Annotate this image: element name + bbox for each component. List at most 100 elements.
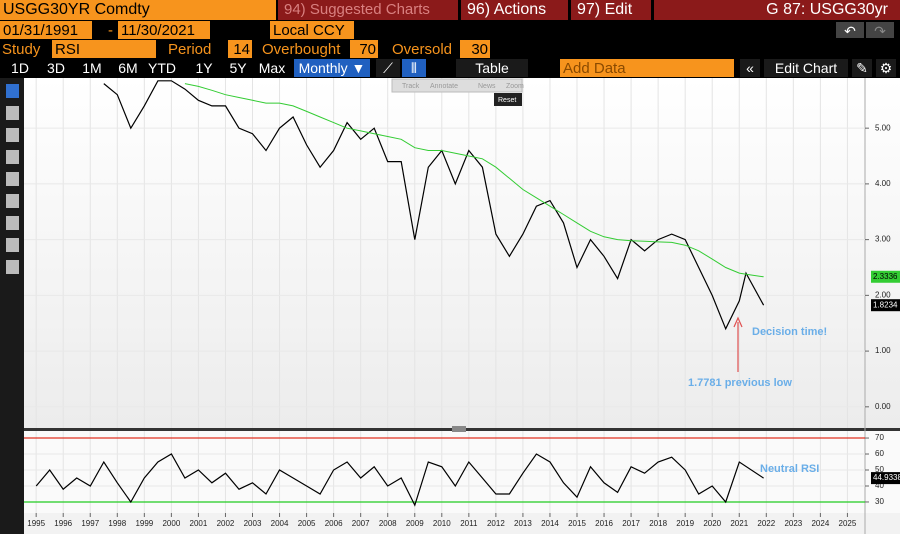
settings-icon[interactable]: ⚙ <box>876 59 896 77</box>
ticker[interactable]: USGG30YR Comdty <box>0 0 276 20</box>
y-tick-label: 0.00 <box>875 402 891 411</box>
y-tick-label: 2.00 <box>875 290 891 299</box>
collapse[interactable]: « <box>740 59 760 77</box>
x-tick-label: 2022 <box>757 519 775 528</box>
tool-button[interactable]: Annotate <box>430 83 458 90</box>
x-tick-label: 2006 <box>325 519 343 528</box>
last-value-box <box>871 472 900 485</box>
annotation: 1.7781 previous low <box>688 377 792 389</box>
x-tick-label: 2007 <box>352 519 370 528</box>
range-button[interactable]: 6M <box>112 59 144 77</box>
tool-button[interactable]: News <box>478 83 496 90</box>
y-tick-label: 5.00 <box>875 123 891 132</box>
period[interactable]: 14 <box>228 40 252 58</box>
annotation: Decision time! <box>752 326 827 338</box>
x-tick-label: 2012 <box>487 519 505 528</box>
x-tick-label: 2017 <box>622 519 640 528</box>
add-data[interactable]: Add Data <box>560 59 734 77</box>
period-label: Period <box>168 41 212 58</box>
x-tick-label: 2001 <box>190 519 208 528</box>
tool-icon <box>6 238 19 252</box>
y-tick-label: 4.00 <box>875 179 891 188</box>
frequency[interactable]: Monthly ▼ <box>294 59 370 77</box>
y-tick-label: 50 <box>875 465 884 474</box>
redo[interactable]: ↷ <box>866 22 894 38</box>
last-value-box <box>871 270 900 283</box>
tool-palette <box>391 78 523 93</box>
currency[interactable]: Local CCY <box>270 21 354 39</box>
tool-icon <box>6 106 19 120</box>
overbought[interactable]: 70 <box>350 40 378 58</box>
tool-button[interactable]: Track <box>402 83 420 90</box>
last-value-label: 2.3336 <box>873 272 898 281</box>
x-axis-band <box>24 513 900 534</box>
suggested-charts[interactable]: 94) Suggested Charts <box>278 0 458 20</box>
x-tick-label: 1999 <box>135 519 153 528</box>
tool-icon <box>6 172 19 186</box>
draw-icon[interactable]: ✎ <box>852 59 872 77</box>
actions-menu[interactable]: 96) Actions <box>461 0 568 20</box>
y-tick-label: 40 <box>875 481 884 490</box>
x-tick-label: 1995 <box>27 519 45 528</box>
x-tick-label: 2019 <box>676 519 694 528</box>
bar-icon[interactable]: ⫴ <box>402 59 426 77</box>
range-button[interactable]: 3D <box>40 59 72 77</box>
price-panel <box>24 78 900 428</box>
start-date[interactable]: 01/31/1991 <box>0 21 92 39</box>
range-button[interactable]: 1D <box>4 59 36 77</box>
x-tick-label: 2015 <box>568 519 586 528</box>
date-separator: - <box>108 22 113 39</box>
x-tick-label: 2011 <box>460 519 478 528</box>
table-button[interactable]: Table <box>456 59 528 77</box>
study-label: Study <box>2 41 41 58</box>
handle <box>452 426 466 432</box>
y-tick-label: 1.00 <box>875 346 891 355</box>
x-tick-label: 2021 <box>730 519 748 528</box>
range-button[interactable]: 5Y <box>222 59 254 77</box>
tool-icon <box>6 260 19 274</box>
x-tick-label: 2020 <box>703 519 721 528</box>
range-button[interactable]: 1Y <box>188 59 220 77</box>
arrow-head <box>733 316 743 328</box>
range-button[interactable]: Max <box>256 59 288 77</box>
x-tick-label: 2023 <box>784 519 802 528</box>
x-tick-label: 2014 <box>541 519 559 528</box>
tool-icon <box>6 128 19 142</box>
oversold[interactable]: 30 <box>460 40 490 58</box>
y-tick-label: 70 <box>875 433 884 442</box>
tool-button[interactable]: Zoom <box>506 83 524 90</box>
end-date[interactable]: 11/30/2021 <box>118 21 210 39</box>
x-tick-label: 2016 <box>595 519 613 528</box>
line-icon[interactable]: ⟋ <box>376 59 400 77</box>
x-tick-label: 2024 <box>811 519 829 528</box>
y-tick-label: 60 <box>875 449 884 458</box>
overbought-label: Overbought <box>262 41 341 58</box>
study[interactable]: RSI <box>52 40 156 58</box>
x-tick-label: 2018 <box>649 519 667 528</box>
edit-chart[interactable]: Edit Chart <box>764 59 848 77</box>
x-tick-label: 1997 <box>81 519 99 528</box>
security: G 87: USGG30yr <box>654 0 900 20</box>
y-tick-label: 30 <box>875 497 884 506</box>
last-value-box <box>871 299 900 312</box>
reset-button[interactable]: Reset <box>498 97 516 104</box>
range-button[interactable]: 1M <box>76 59 108 77</box>
x-tick-label: 2010 <box>433 519 451 528</box>
tool-icon <box>6 150 19 164</box>
x-tick-label: 2008 <box>379 519 397 528</box>
x-tick-label: 1996 <box>54 519 72 528</box>
last-value-label: 1.8234 <box>873 300 898 309</box>
x-tick-label: 2005 <box>298 519 316 528</box>
x-tick-label: 1998 <box>108 519 126 528</box>
tool-icon <box>6 84 19 98</box>
x-tick-label: 2025 <box>839 519 857 528</box>
series-line <box>35 453 764 507</box>
undo[interactable]: ↶ <box>836 22 864 38</box>
edit-menu[interactable]: 97) Edit <box>571 0 651 20</box>
tool-icon <box>6 216 19 230</box>
y-tick-label: 3.00 <box>875 235 891 244</box>
range-button[interactable]: YTD <box>146 59 178 77</box>
x-tick-label: 2000 <box>162 519 180 528</box>
